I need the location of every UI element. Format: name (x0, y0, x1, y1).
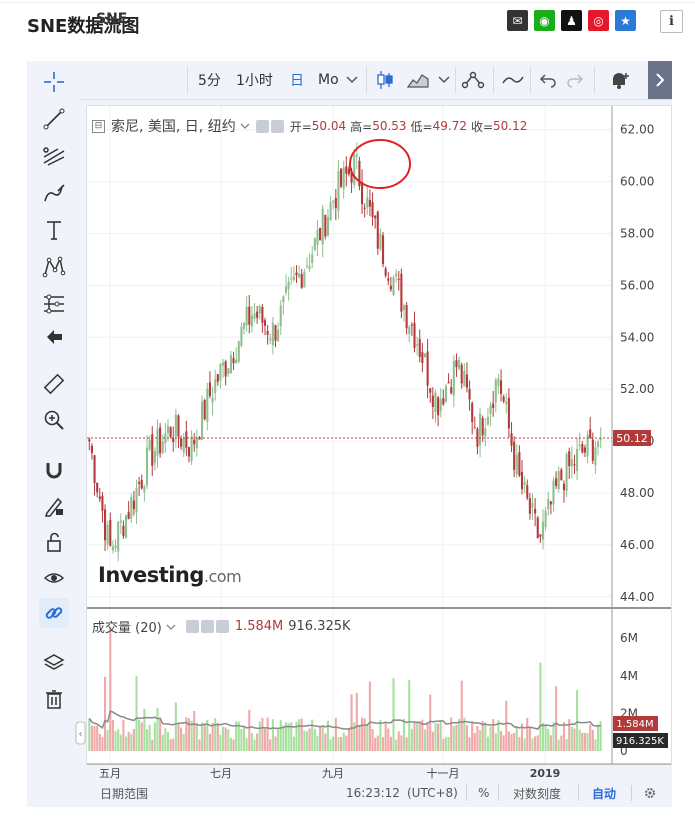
wechat-icon[interactable]: ◉ (534, 10, 555, 31)
interval-dropdown-icon[interactable] (346, 61, 358, 99)
investing-watermark: Investing.com (98, 563, 242, 587)
lock-drawings-icon[interactable] (39, 491, 69, 521)
unlock-icon[interactable] (39, 527, 69, 557)
legend-low-label: 低= (410, 119, 433, 134)
zoom-in-icon[interactable] (39, 405, 69, 435)
toolbar-separator (493, 67, 494, 93)
interval-5m[interactable]: 5分 (198, 73, 221, 89)
top-divider (0, 2, 695, 3)
volume-label: 成交量 (20) (92, 621, 162, 636)
ruler-icon[interactable] (39, 369, 69, 399)
legend-close-label: 收= (470, 119, 494, 134)
redo-icon[interactable] (566, 61, 584, 99)
alert-icon[interactable] (609, 61, 631, 99)
toolbar-separator (187, 67, 188, 93)
percent-toggle[interactable]: % (478, 786, 490, 800)
legend-low: 49.72 (432, 119, 467, 133)
trend-line-icon[interactable] (39, 104, 69, 134)
eye-icon[interactable] (39, 563, 69, 593)
undo-icon[interactable] (539, 61, 557, 99)
volume-controls[interactable] (185, 620, 229, 633)
mail-icon[interactable]: ✉ (507, 10, 528, 31)
bottom-separator (578, 785, 579, 801)
fib-tool-icon[interactable] (39, 141, 69, 171)
date-range-button[interactable]: 日期范围 (100, 786, 149, 801)
toolbar-separator (530, 67, 531, 93)
clock-time: 16:23:12 (346, 786, 400, 800)
pattern-icon[interactable] (39, 252, 69, 282)
interval-more[interactable]: Mo (318, 72, 339, 88)
interval-1h[interactable]: 1小时 (236, 73, 273, 89)
chart-area[interactable] (86, 105, 672, 765)
chart-type-dropdown-icon[interactable] (438, 61, 450, 99)
timezone[interactable]: (UTC+8) (407, 786, 458, 800)
legend-toggle[interactable]: ⊟ (92, 119, 105, 133)
collapse-panel-icon[interactable] (648, 61, 672, 99)
legend-close: 50.12 (493, 119, 528, 133)
arrow-left-icon[interactable] (39, 322, 69, 352)
candles-icon[interactable] (376, 61, 394, 99)
layers-icon[interactable] (39, 648, 69, 678)
bottom-bar (86, 781, 672, 805)
share-bar: ✉ ◉ ♟ ◎ ★ (507, 10, 636, 31)
log-scale-toggle[interactable]: 对数刻度 (513, 786, 562, 801)
bottom-separator (498, 785, 499, 801)
bottom-separator (466, 785, 467, 801)
volume-value-1: 1.584M (234, 619, 284, 634)
watermark-suffix: .com (203, 567, 242, 586)
legend-high-label: 高= (350, 119, 373, 134)
text-tool-icon[interactable] (39, 215, 69, 245)
toolbar-separator (594, 67, 595, 93)
interval-day[interactable]: 日 (290, 73, 304, 89)
page-title: SNE数据流图 (27, 16, 140, 37)
auto-scale-toggle[interactable]: 自动 (592, 786, 617, 801)
settings-icon (200, 620, 214, 633)
close-icon (215, 620, 229, 633)
bottom-separator (631, 785, 632, 801)
symbol-label[interactable]: SNE (96, 11, 128, 27)
visibility-icon (255, 119, 269, 133)
main-legend: ⊟ 索尼, 美国, 日, 纽约 开= 50.04 高= 50.53 低= 49.… (92, 116, 527, 136)
prediction-icon[interactable] (39, 289, 69, 319)
qq-icon[interactable]: ♟ (561, 10, 582, 31)
chart-toolbar (80, 61, 672, 100)
toolbar-separator (455, 67, 456, 93)
legend-open: 50.04 (311, 119, 347, 133)
brush-icon[interactable] (39, 178, 69, 208)
drawing-toolbar (27, 61, 80, 747)
legend-open-label: 开= (289, 119, 312, 134)
trash-icon[interactable] (39, 684, 69, 714)
settings-icon (270, 119, 284, 133)
magnet-icon[interactable] (39, 455, 69, 485)
qzone-icon[interactable]: ★ (615, 10, 636, 31)
legend-dropdown-icon[interactable] (240, 122, 250, 130)
settings-gear-icon[interactable] (643, 781, 657, 805)
area-chart-icon[interactable] (407, 61, 429, 99)
legend-instrument: 索尼, 美国, 日, 纽约 (111, 119, 236, 135)
link-icon[interactable] (39, 598, 69, 628)
weibo-icon[interactable]: ◎ (588, 10, 609, 31)
indicators-icon[interactable] (461, 61, 485, 99)
toolbar-separator (366, 67, 367, 93)
crosshair-icon[interactable] (39, 67, 69, 97)
volume-legend: 成交量 (20) 1.584M 916.325K (92, 617, 351, 636)
watermark-brand: Investing (98, 563, 204, 587)
compare-icon[interactable] (502, 61, 524, 99)
volume-dropdown-icon[interactable] (166, 623, 176, 631)
volume-value-2: 916.325K (288, 619, 351, 634)
legend-controls[interactable] (255, 119, 284, 133)
legend-high: 50.53 (372, 119, 407, 133)
visibility-icon (185, 620, 199, 633)
info-icon[interactable]: ℹ (660, 10, 683, 33)
